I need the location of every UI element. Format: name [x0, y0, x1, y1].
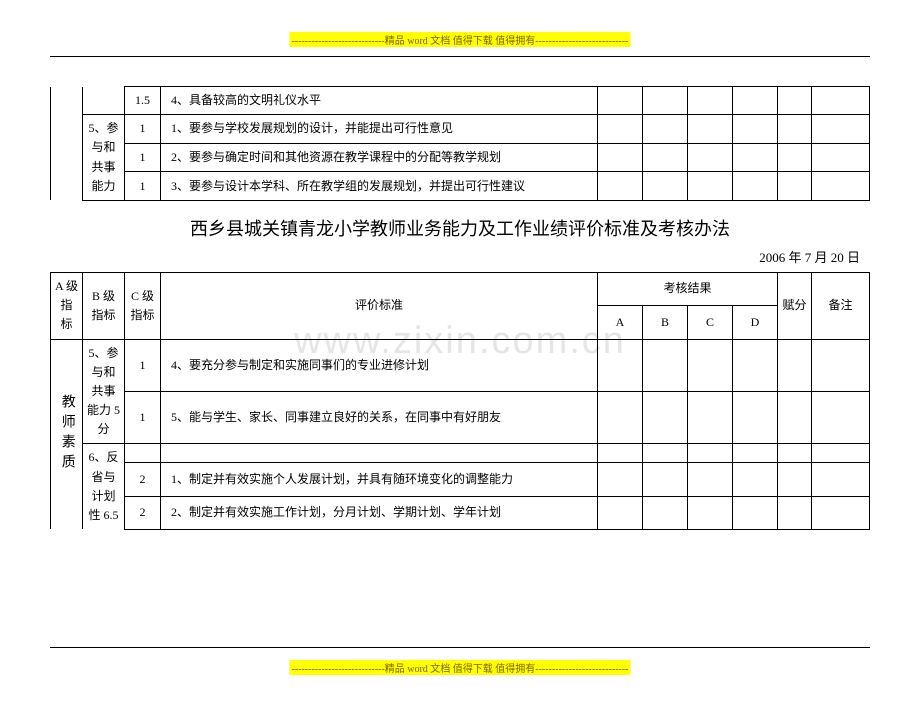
b-cell: 5、参与和共事能力 5 分 [83, 339, 125, 444]
std-cell: 5、能与学生、家长、同事建立良好的关系，在同事中有好朋友 [161, 391, 598, 443]
b-cell: 5、参与和共事能力 [83, 115, 125, 201]
a-label: 教师素质 [55, 394, 77, 474]
table-row: 1 3、要参与设计本学科、所在教学组的发展规划，并提出可行性建议 [51, 172, 870, 201]
c-cell: 2 [125, 496, 161, 529]
table-row: 1 2、要参与确定时间和其他资源在教学课程中的分配等教学规划 [51, 143, 870, 172]
c-cell: 1 [125, 172, 161, 201]
document-date: 2006 年 7 月 20 日 [50, 247, 860, 266]
table-row: 1.5 4、具备较高的文明礼仪水平 [51, 87, 870, 115]
hdr-b: B 级指标 [83, 272, 125, 339]
std-cell: 3、要参与设计本学科、所在教学组的发展规划，并提出可行性建议 [161, 172, 598, 201]
spacer-row: 6、反省与计划性 6.5 [51, 444, 870, 463]
std-cell: 1、制定并有效实施个人发展计划，并具有随环境变化的调整能力 [161, 463, 598, 496]
hdr-std: 评价标准 [161, 272, 598, 339]
table-row: 5、参与和共事能力 1 1、要参与学校发展规划的设计，并能提出可行性意见 [51, 115, 870, 144]
table-row: 2 2、制定并有效实施工作计划，分月计划、学期计划、学年计划 [51, 496, 870, 529]
std-cell: 1、要参与学校发展规划的设计，并能提出可行性意见 [161, 115, 598, 144]
table-2: A 级指标 B 级指标 C 级指标 评价标准 考核结果 赋分 备注 A B C … [50, 272, 870, 530]
table-row: 1 5、能与学生、家长、同事建立良好的关系，在同事中有好朋友 [51, 391, 870, 443]
b-cell: 6、反省与计划性 6.5 [83, 444, 125, 529]
c-cell: 1 [125, 115, 161, 144]
std-cell: 2、制定并有效实施工作计划，分月计划、学期计划、学年计划 [161, 496, 598, 529]
hdr-score: 赋分 [778, 272, 812, 339]
hdr-c: C 级指标 [125, 272, 161, 339]
rule-top [50, 56, 870, 57]
hdr-result-a: A [597, 306, 642, 339]
std-cell: 4、要充分参与制定和实施同事们的专业进修计划 [161, 339, 598, 391]
hdr-result-c: C [687, 306, 732, 339]
c-cell: 1.5 [125, 87, 161, 115]
table-row: 2 1、制定并有效实施个人发展计划，并具有随环境变化的调整能力 [51, 463, 870, 496]
footer-banner: ----------------------------精品 word 文档 值… [289, 660, 630, 675]
hdr-result-b: B [642, 306, 687, 339]
hdr-result: 考核结果 [597, 272, 777, 305]
c-cell: 1 [125, 339, 161, 391]
hdr-note: 备注 [812, 272, 870, 339]
table-row: 教师素质 5、参与和共事能力 5 分 1 4、要充分参与制定和实施同事们的专业进… [51, 339, 870, 391]
hdr-a: A 级指标 [51, 272, 83, 339]
document-title: 西乡县城关镇青龙小学教师业务能力及工作业绩评价标准及考核办法 [50, 215, 870, 241]
c-cell: 2 [125, 463, 161, 496]
std-cell: 2、要参与确定时间和其他资源在教学课程中的分配等教学规划 [161, 143, 598, 172]
a-cell: 教师素质 [51, 339, 83, 529]
hdr-result-d: D [732, 306, 777, 339]
rule-bottom [50, 647, 870, 648]
c-cell: 1 [125, 391, 161, 443]
table-1: 1.5 4、具备较高的文明礼仪水平 5、参与和共事能力 1 1、要参与学校发展规… [50, 86, 870, 201]
c-cell: 1 [125, 143, 161, 172]
header-banner: ----------------------------精品 word 文档 值… [289, 32, 630, 47]
page-content: 1.5 4、具备较高的文明礼仪水平 5、参与和共事能力 1 1、要参与学校发展规… [50, 86, 870, 530]
header-row: A 级指标 B 级指标 C 级指标 评价标准 考核结果 赋分 备注 [51, 272, 870, 305]
std-cell: 4、具备较高的文明礼仪水平 [161, 87, 598, 115]
